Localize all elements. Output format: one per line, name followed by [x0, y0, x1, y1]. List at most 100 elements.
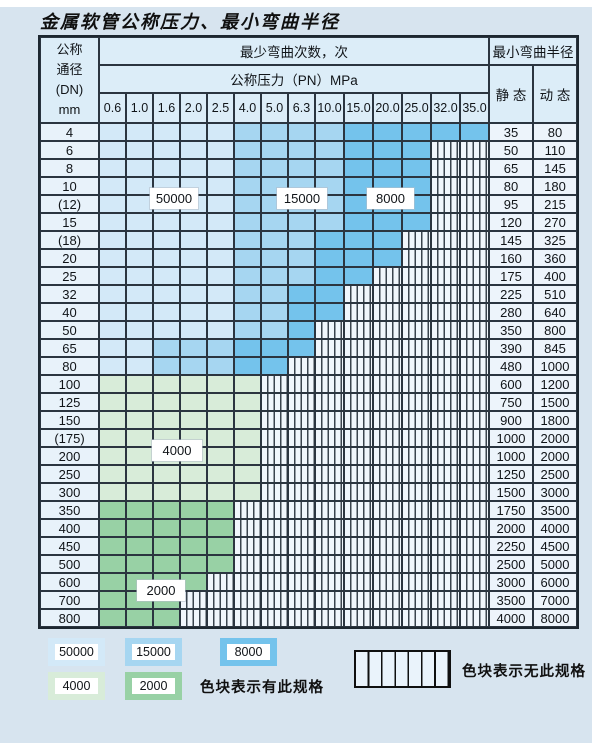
zone-label-4000: 4000: [152, 440, 202, 461]
no-spec-hatch-cell: [344, 321, 373, 339]
spec-color-cell: [315, 141, 344, 159]
no-spec-hatch-cell: [431, 267, 460, 285]
spec-color-cell: [207, 339, 234, 357]
corner-header-line: 通径: [56, 62, 83, 77]
static-column-header: 静 态: [489, 65, 533, 123]
spec-color-cell: [153, 249, 180, 267]
spec-color-cell: [207, 465, 234, 483]
no-spec-hatch-cell: [261, 429, 288, 447]
spec-color-cell: [126, 213, 153, 231]
spec-color-cell: [261, 357, 288, 375]
pressure-column-header: 5.0: [261, 93, 288, 123]
no-spec-hatch-cell: [207, 591, 234, 609]
spec-color-cell: [153, 555, 180, 573]
no-spec-hatch-cell: [344, 447, 373, 465]
dn-cell: 500: [40, 555, 99, 573]
spec-color-cell: [234, 303, 261, 321]
spec-color-cell: [288, 249, 315, 267]
spec-color-cell: [402, 159, 431, 177]
no-spec-hatch-cell: [234, 591, 261, 609]
no-spec-hatch-cell: [234, 519, 261, 537]
no-spec-hatch-cell: [261, 573, 288, 591]
dn-cell: 80: [40, 357, 99, 375]
no-spec-hatch-cell: [431, 429, 460, 447]
spec-color-cell: [207, 501, 234, 519]
spec-color-cell: [344, 159, 373, 177]
dynamic-column-header: 动 态: [533, 65, 577, 123]
spec-color-cell: [234, 339, 261, 357]
spec-color-cell: [126, 555, 153, 573]
no-spec-hatch-cell: [431, 609, 460, 627]
spec-color-cell: [344, 267, 373, 285]
spec-color-cell: [99, 393, 126, 411]
no-spec-hatch-cell: [288, 357, 315, 375]
no-spec-hatch-cell: [460, 591, 489, 609]
spec-color-cell: [153, 519, 180, 537]
spec-color-cell: [234, 447, 261, 465]
spec-color-cell: [99, 501, 126, 519]
no-spec-hatch-cell: [373, 375, 402, 393]
static-radius-cell: 95: [489, 195, 533, 213]
spec-color-cell: [180, 357, 207, 375]
legend-swatch-50000: 50000: [48, 638, 105, 666]
no-spec-hatch-cell: [315, 339, 344, 357]
no-spec-hatch-cell: [261, 465, 288, 483]
dynamic-radius-cell: 80: [533, 123, 577, 141]
no-spec-hatch-cell: [315, 519, 344, 537]
spec-color-cell: [261, 249, 288, 267]
no-spec-hatch-cell: [288, 429, 315, 447]
dn-cell: (175): [40, 429, 99, 447]
static-radius-cell: 160: [489, 249, 533, 267]
no-spec-hatch-cell: [315, 429, 344, 447]
no-spec-hatch-cell: [402, 249, 431, 267]
no-spec-hatch-cell: [288, 447, 315, 465]
no-spec-hatch-cell: [402, 519, 431, 537]
spec-color-cell: [99, 591, 126, 609]
spec-color-cell: [99, 537, 126, 555]
static-radius-cell: 65: [489, 159, 533, 177]
no-spec-hatch-cell: [207, 609, 234, 627]
spec-color-cell: [126, 267, 153, 285]
dn-cell: 150: [40, 411, 99, 429]
spec-color-cell: [288, 231, 315, 249]
nominal-pressure-header: 公称压力（PN）MPa: [99, 65, 489, 93]
no-spec-hatch-cell: [373, 303, 402, 321]
spec-color-cell: [126, 357, 153, 375]
spec-color-cell: [288, 303, 315, 321]
spec-color-cell: [234, 483, 261, 501]
no-spec-hatch-cell: [344, 285, 373, 303]
no-spec-hatch-cell: [288, 411, 315, 429]
no-spec-hatch-cell: [402, 231, 431, 249]
spec-color-cell: [207, 537, 234, 555]
no-spec-hatch-cell: [315, 465, 344, 483]
pressure-column-header: 20.0: [373, 93, 402, 123]
spec-color-cell: [99, 375, 126, 393]
spec-color-cell: [207, 375, 234, 393]
no-spec-hatch-cell: [402, 555, 431, 573]
dn-cell: 4: [40, 123, 99, 141]
static-radius-cell: 350: [489, 321, 533, 339]
legend-swatch-label: 8000: [227, 644, 270, 660]
no-spec-hatch-cell: [373, 393, 402, 411]
spec-color-cell: [180, 303, 207, 321]
spec-color-cell: [153, 213, 180, 231]
no-spec-hatch-cell: [402, 285, 431, 303]
spec-color-cell: [99, 411, 126, 429]
spec-color-cell: [153, 537, 180, 555]
spec-color-cell: [99, 555, 126, 573]
legend-swatch-2000: 2000: [125, 672, 182, 700]
static-radius-cell: 1500: [489, 483, 533, 501]
dn-cell: 450: [40, 537, 99, 555]
dynamic-radius-cell: 3500: [533, 501, 577, 519]
spec-color-cell: [99, 249, 126, 267]
dynamic-radius-cell: 400: [533, 267, 577, 285]
no-spec-hatch-cell: [373, 357, 402, 375]
no-spec-hatch-cell: [431, 465, 460, 483]
spec-color-cell: [402, 141, 431, 159]
no-spec-hatch-cell: [315, 609, 344, 627]
dn-cell: 250: [40, 465, 99, 483]
no-spec-hatch-cell: [460, 555, 489, 573]
no-spec-hatch-cell: [431, 285, 460, 303]
no-spec-hatch-cell: [315, 393, 344, 411]
static-radius-cell: 3000: [489, 573, 533, 591]
